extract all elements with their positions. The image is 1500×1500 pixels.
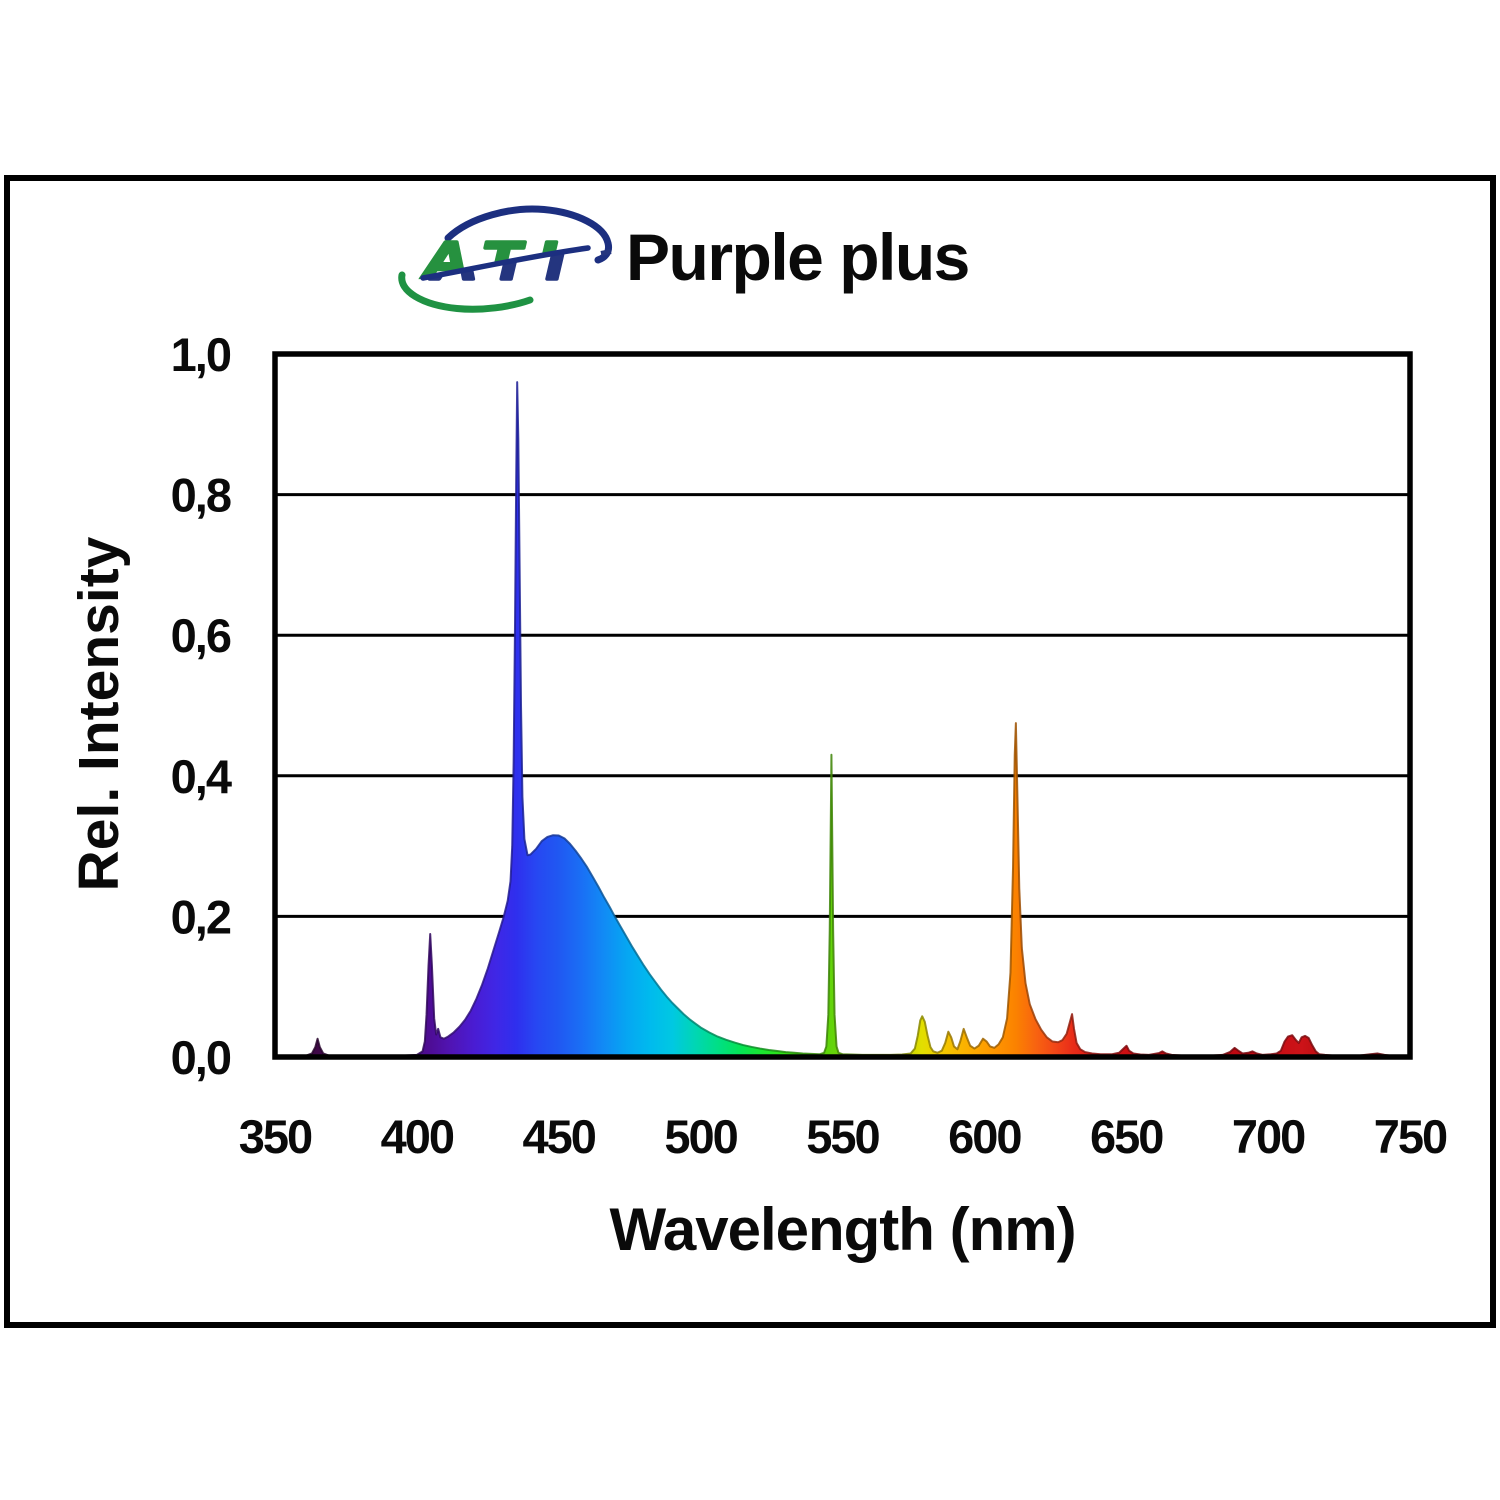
plot-border [272,351,1413,1060]
outer-frame [4,175,1496,1328]
y-tick-label-0,2: 0,2 [171,890,231,943]
ati-logo-graphic: ATI ATI [398,205,613,313]
x-tick-label-350: 350 [239,1110,312,1163]
x-tick-label-450: 450 [523,1110,596,1163]
logo-text-group: ATI ATI [418,229,569,292]
x-tick-label-550: 550 [806,1110,879,1163]
y-tick-label-0,0: 0,0 [171,1031,231,1084]
y-tick-label-0,6: 0,6 [171,609,231,662]
x-tick-label-650: 650 [1090,1110,1163,1163]
x-tick-label-500: 500 [664,1110,737,1163]
logo-strike-line [420,245,591,281]
chart-title: Purple plus [626,220,970,294]
y-tick-label-1,0: 1,0 [171,328,231,381]
spectrum-area [274,381,1411,1058]
y-axis-title: Rel. Intensity [67,536,131,891]
x-tick-label-750: 750 [1374,1110,1447,1163]
x-tick-label-700: 700 [1232,1110,1305,1163]
ati-logo: ATI ATI [352,196,614,318]
x-axis-title: Wavelength (nm) [609,1196,1075,1263]
logo-strike-dash [600,249,612,256]
x-tick-label-600: 600 [948,1110,1021,1163]
x-tick-label-400: 400 [381,1110,454,1163]
y-tick-label-0,8: 0,8 [171,469,231,522]
logo-swoosh-bottom [398,271,534,313]
y-tick-label-0,4: 0,4 [171,750,232,803]
